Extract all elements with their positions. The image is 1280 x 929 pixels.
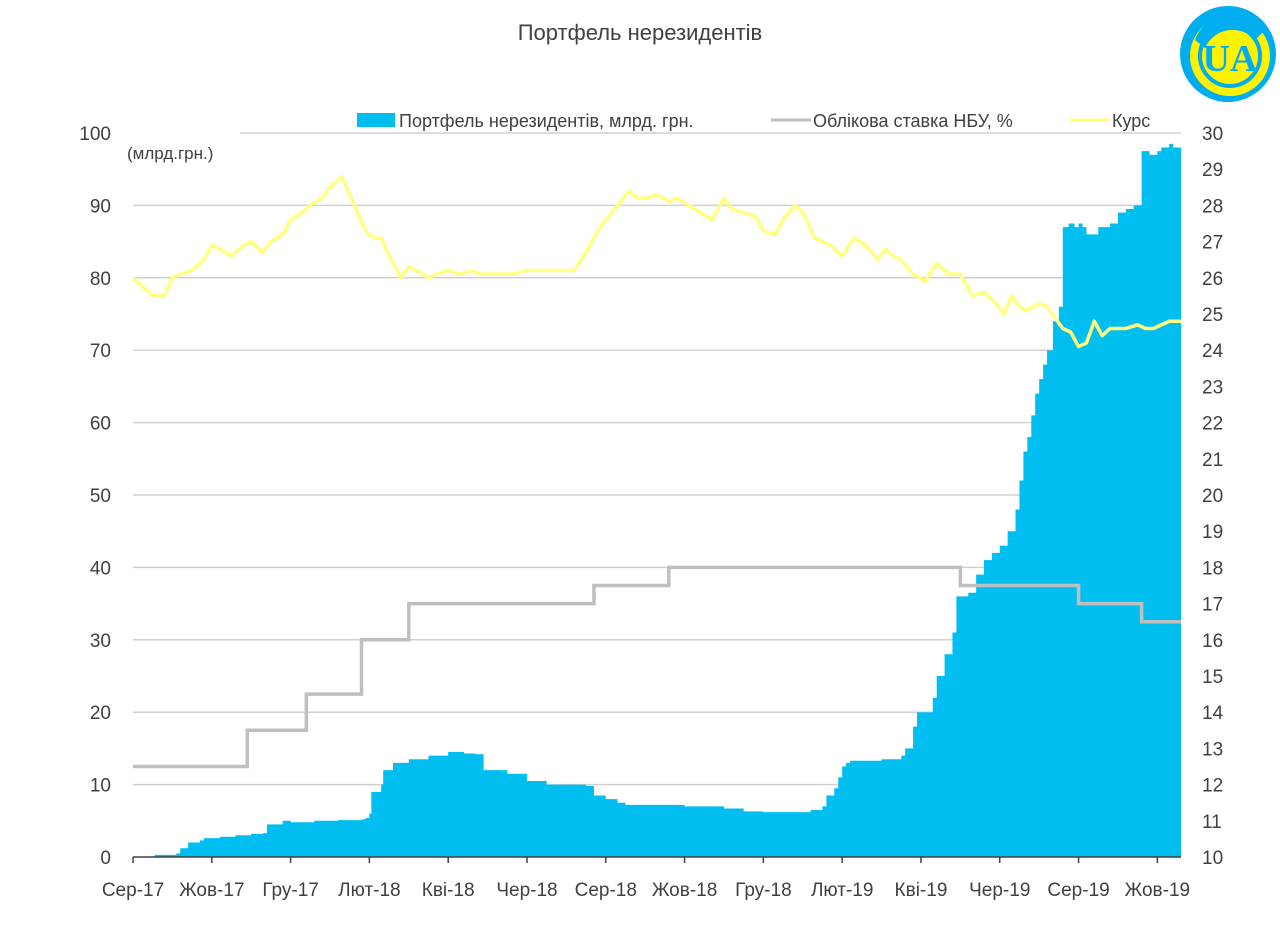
x-tick-label: Жов-18 <box>652 880 717 901</box>
x-tick-label: Кві-18 <box>422 880 475 901</box>
y-right-tick-label: 12 <box>1202 776 1223 797</box>
series-rate-line <box>133 565 1181 769</box>
legend-label-rate: Облікова ставка НБУ, % <box>813 111 1013 131</box>
y-right-tick-label: 27 <box>1202 233 1223 254</box>
y-right-tick-label: 18 <box>1202 558 1223 579</box>
x-tick-label: Жов-17 <box>179 880 244 901</box>
y-left-tick-label: 40 <box>90 558 111 579</box>
series-portfolio-area <box>133 143 1181 858</box>
x-tick-label: Сер-17 <box>102 880 164 901</box>
legend-label-fx: Курс <box>1112 111 1150 131</box>
fx-series <box>131 174 1181 349</box>
y-left-tick-label: 70 <box>90 341 111 362</box>
series-fx-line <box>131 174 1181 349</box>
logo-arc <box>1195 13 1265 49</box>
x-tick-label: Жов-19 <box>1125 880 1190 901</box>
y-right-tick-label: 10 <box>1202 848 1223 869</box>
y-right-tick-label: 22 <box>1202 414 1223 435</box>
y-right-tick-label: 14 <box>1202 703 1224 724</box>
chart-title: Портфель нерезидентів <box>518 20 763 45</box>
logo: UA <box>1180 6 1276 102</box>
y-right-tick-label: 19 <box>1202 522 1223 543</box>
x-tick-label: Гру-17 <box>262 880 319 901</box>
y-right-tick-label: 20 <box>1202 486 1223 507</box>
y-left-tick-label: 100 <box>79 124 111 145</box>
y-right-tick-label: 11 <box>1202 812 1222 833</box>
y-right-tick-label: 26 <box>1202 269 1223 290</box>
y-right-tick-label: 25 <box>1202 305 1223 326</box>
y-right-tick-label: 13 <box>1202 739 1223 760</box>
rate-series <box>133 565 1181 769</box>
y-right-tick-label: 23 <box>1202 377 1223 398</box>
y-left-tick-label: 20 <box>90 703 111 724</box>
logo-text: UA <box>1203 38 1258 80</box>
y-left-tick-label: 90 <box>90 196 111 217</box>
logo-ring <box>1198 24 1262 88</box>
x-tick-label: Чер-19 <box>969 880 1030 901</box>
y-right-tick-label: 15 <box>1202 667 1223 688</box>
x-axis: Сер-17 Жов-17 Гру-17 Лют-18 Кві-18 Чер-18 Сер-… <box>102 857 1190 901</box>
x-tick-label: Гру-18 <box>735 880 792 901</box>
x-tick-label: Сер-18 <box>575 880 637 901</box>
x-tick-label: Лют-18 <box>338 880 400 901</box>
y-left-tick-label: 30 <box>90 631 111 652</box>
y-right-tick-label: 29 <box>1202 160 1223 181</box>
y-axis-left: 0 10 20 30 40 50 60 70 80 90 100 <box>79 124 111 869</box>
legend-label-portfolio: Портфель нерезидентів, млрд. грн. <box>399 111 694 131</box>
y-left-tick-label: 80 <box>90 269 111 290</box>
y-right-tick-label: 30 <box>1202 124 1223 145</box>
y-axis-right: 10 11 12 13 14 15 16 17 18 19 20 21 22 23 24 25 26 27 28 29… <box>1202 124 1224 869</box>
y-right-tick-label: 16 <box>1202 631 1223 652</box>
y-left-tick-label: 50 <box>90 486 111 507</box>
y-left-tick-label: 0 <box>100 848 111 869</box>
y-unit-label: (млрд.грн.) <box>127 144 213 163</box>
legend: Портфель нерезидентів, млрд. грн. Обліко… <box>357 111 1150 131</box>
legend-swatch-portfolio <box>357 113 395 127</box>
area-series <box>133 143 1181 858</box>
x-tick-label: Кві-19 <box>895 880 948 901</box>
y-right-tick-label: 21 <box>1202 450 1223 471</box>
y-right-tick-label: 17 <box>1202 595 1223 616</box>
x-tick-label: Сер-19 <box>1047 880 1109 901</box>
y-right-tick-label: 24 <box>1202 341 1224 362</box>
x-tick-label: Чер-18 <box>496 880 557 901</box>
y-left-tick-label: 60 <box>90 414 111 435</box>
x-tick-label: Лют-19 <box>811 880 873 901</box>
y-left-tick-label: 10 <box>90 776 111 797</box>
y-right-tick-label: 28 <box>1202 196 1223 217</box>
